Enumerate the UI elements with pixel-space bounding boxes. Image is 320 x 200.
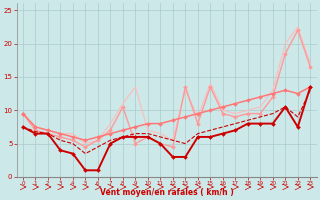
- X-axis label: Vent moyen/en rafales ( km/h ): Vent moyen/en rafales ( km/h ): [100, 188, 234, 197]
